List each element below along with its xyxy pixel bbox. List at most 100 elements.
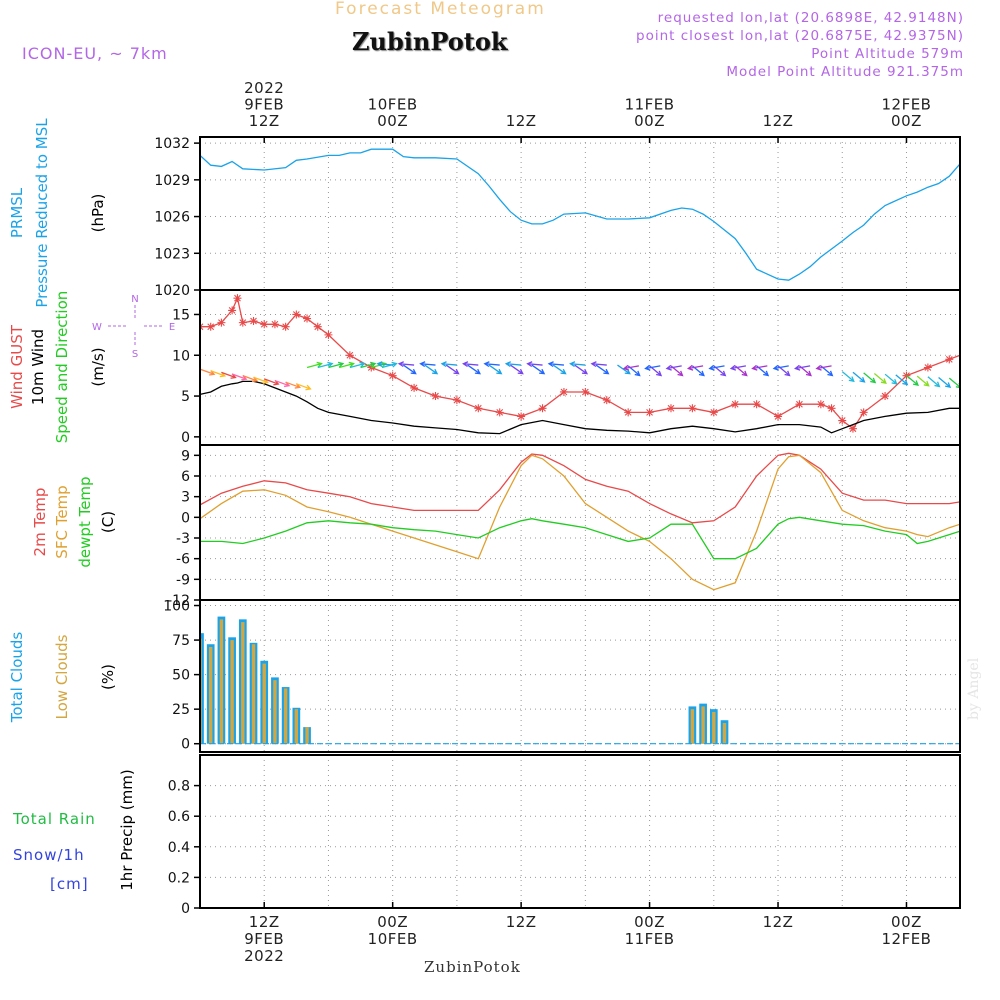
wind-unit-label: (m/s) xyxy=(89,347,107,386)
t2m-label: 2m Temp xyxy=(31,488,49,557)
time-label-top: 12Z xyxy=(249,112,280,130)
time-label-top: 10FEB xyxy=(368,96,418,114)
gust-marker xyxy=(313,322,322,331)
low-cloud-bar xyxy=(262,663,266,744)
wind-direction-arrow xyxy=(906,374,920,387)
wind-direction-arrow xyxy=(729,364,747,371)
wind-direction-arrow xyxy=(590,361,607,368)
gust-marker xyxy=(517,412,526,421)
gust-marker xyxy=(645,408,654,417)
snow-unit-label: [cm] xyxy=(50,875,89,893)
wind-direction-arrow xyxy=(916,375,930,387)
panel-frame xyxy=(199,754,961,909)
low-cloud-bar xyxy=(209,646,213,744)
wind-direction-arrow xyxy=(852,371,866,383)
time-label-bottom: 12FEB xyxy=(881,930,931,948)
low-cloud-bar xyxy=(294,709,299,744)
wind-direction-arrow xyxy=(927,376,941,388)
y-tick-label: -6 xyxy=(176,552,190,568)
gust-marker xyxy=(538,404,547,413)
wind-direction-arrow xyxy=(296,383,312,391)
wind-direction-label: Speed and Direction xyxy=(53,291,71,444)
low-cloud-bar xyxy=(305,727,309,744)
wind-direction-arrow xyxy=(338,361,355,369)
gust-marker xyxy=(859,408,868,417)
gust-marker xyxy=(270,320,279,329)
y-tick-label: 1029 xyxy=(154,173,190,189)
compass-rose xyxy=(108,305,162,347)
wind-direction-arrow xyxy=(841,371,855,383)
wind-direction-arrow xyxy=(595,364,610,375)
time-label-bottom: 12Z xyxy=(249,913,280,931)
gust-marker xyxy=(228,306,237,315)
wind-direction-arrow xyxy=(686,364,704,371)
wind-direction-arrow xyxy=(569,361,586,368)
gust-marker xyxy=(206,322,215,331)
gust-marker xyxy=(324,330,333,339)
wind-direction-arrow xyxy=(483,361,500,368)
gust-marker xyxy=(624,408,633,417)
gust-marker xyxy=(967,347,975,355)
gust-marker xyxy=(945,355,954,364)
closest-coords: point closest lon,lat (20.6875E, 42.9375… xyxy=(636,28,964,44)
gust-marker xyxy=(977,343,985,351)
y-tick-label: 0 xyxy=(181,901,190,917)
y-tick-label: 1020 xyxy=(154,283,190,299)
gust-marker xyxy=(988,347,996,355)
wind-direction-arrow xyxy=(328,361,345,369)
low-cloud-bar xyxy=(283,688,288,744)
gust-marker xyxy=(923,363,932,372)
requested-coords: requested lon,lat (20.6898E, 42.9148N) xyxy=(657,10,964,26)
gust-marker xyxy=(666,404,675,413)
time-label-top: 12Z xyxy=(763,112,794,130)
y-tick-label: 0.6 xyxy=(168,809,190,825)
panel-precip: 0 0.2 0.4 0.6 0.8 xyxy=(168,754,961,917)
prmsl-line xyxy=(200,148,960,281)
wind-direction-arrow xyxy=(467,364,482,375)
wind-direction-arrow xyxy=(884,373,898,385)
y-tick-label: 0 xyxy=(181,737,190,753)
gust-marker xyxy=(249,317,258,325)
temp-unit-label: (C) xyxy=(99,511,117,533)
model-label: ICON-EU, ~ 7km xyxy=(22,44,168,63)
wind-direction-arrow xyxy=(376,361,393,368)
wind-direction-arrow xyxy=(959,378,960,380)
compass-east: E xyxy=(169,322,175,333)
y-tick-label: 75 xyxy=(172,633,190,649)
wind-direction-arrow xyxy=(531,364,546,375)
wind-direction-arrow xyxy=(751,364,768,371)
cloud-unit-label: (%) xyxy=(99,664,117,690)
gust-marker xyxy=(495,408,504,417)
wind-direction-arrow xyxy=(526,361,543,368)
wind-direction-arrow xyxy=(462,361,479,368)
dewpt-label: dewpt Temp xyxy=(76,476,94,567)
gust-marker xyxy=(816,400,825,409)
low-cloud-bar xyxy=(712,711,716,744)
low-cloud-bar xyxy=(230,640,234,744)
wind-direction-arrow xyxy=(574,364,589,375)
precip-unit-label: 1hr Precip (mm) xyxy=(118,769,136,890)
compass-north: N xyxy=(131,294,138,305)
time-label-bottom: 12Z xyxy=(506,913,537,931)
pressure-unit-label: (hPa) xyxy=(89,194,107,233)
panel-frame xyxy=(199,289,961,446)
station-title: ZubinPotok xyxy=(352,27,508,56)
wind-direction-arrow xyxy=(360,361,377,369)
low-cloud-bar xyxy=(273,680,277,744)
y-tick-label: 9 xyxy=(181,448,190,464)
gust-marker xyxy=(388,371,397,380)
time-label-top: 00Z xyxy=(891,112,922,130)
gust-marker xyxy=(838,416,847,425)
wind-direction-arrow xyxy=(510,364,524,375)
wind-direction-arrow xyxy=(552,364,567,375)
panel-pressure-plot xyxy=(200,137,960,290)
time-label-bottom: 11FEB xyxy=(625,930,675,948)
low-cloud-bar xyxy=(701,706,705,744)
wind-direction-arrow xyxy=(419,361,436,368)
compass-south: S xyxy=(132,349,138,360)
gust-marker xyxy=(795,400,804,409)
y-tick-label: -9 xyxy=(176,572,190,588)
wind-direction-arrow xyxy=(622,364,639,371)
gust-marker xyxy=(474,404,483,413)
gust-marker xyxy=(260,320,269,329)
